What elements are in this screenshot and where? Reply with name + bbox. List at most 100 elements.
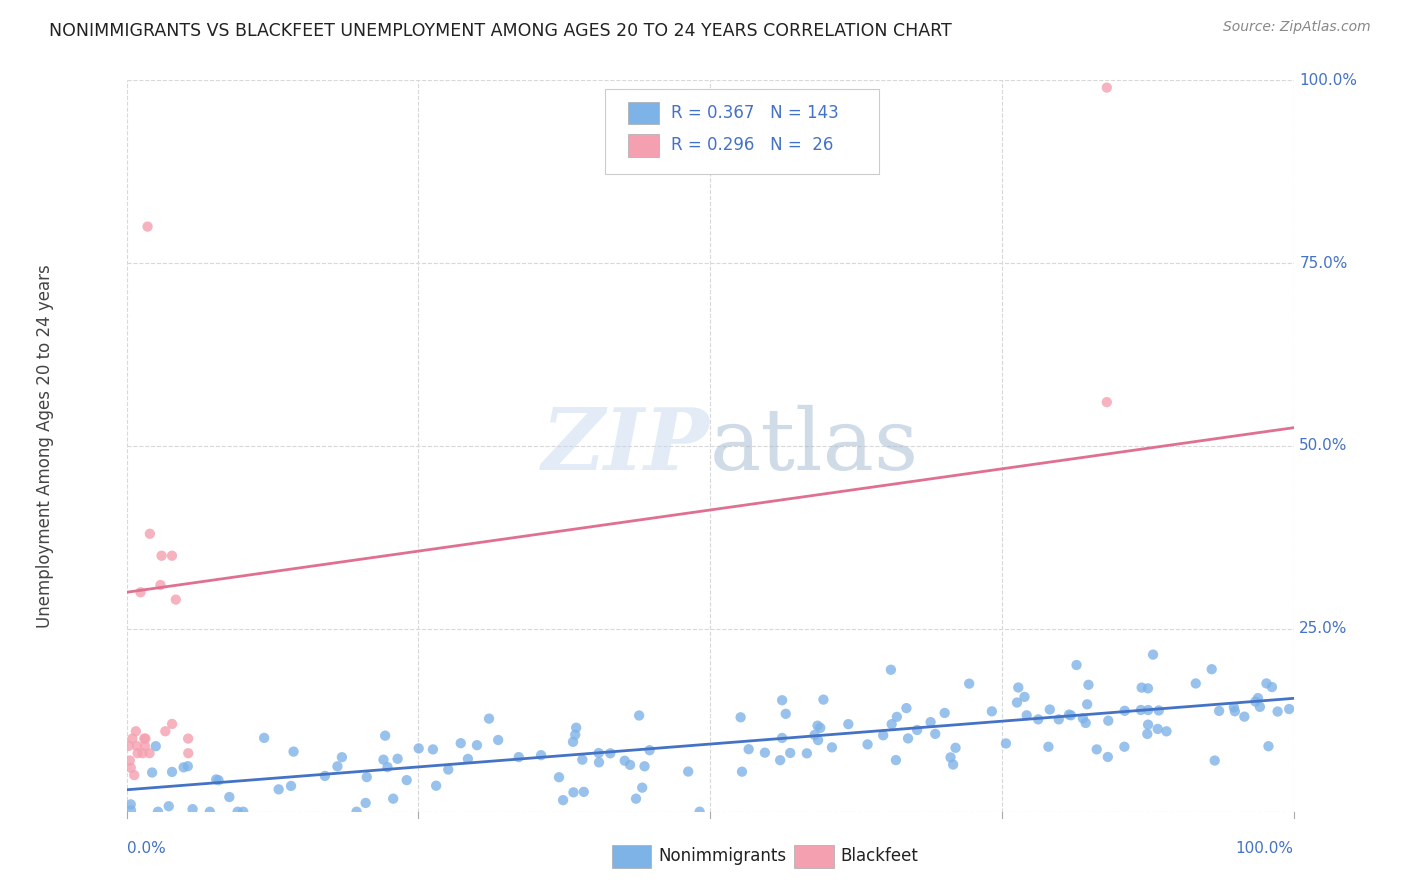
Point — [1147, 704, 1170, 718]
Text: Source: ZipAtlas.com: Source: ZipAtlas.com — [1223, 20, 1371, 34]
Point — [356, 770, 378, 784]
Point — [127, 746, 149, 760]
Point — [1136, 727, 1159, 741]
Point — [872, 728, 894, 742]
Text: R = 0.367   N = 143: R = 0.367 N = 143 — [671, 104, 838, 122]
Point — [150, 549, 173, 563]
Point — [131, 746, 153, 760]
Point — [806, 719, 828, 733]
Point — [134, 731, 156, 746]
Point — [1249, 699, 1271, 714]
Point — [1077, 678, 1099, 692]
Point — [1257, 739, 1279, 754]
Point — [1137, 717, 1160, 731]
Point — [1247, 691, 1270, 706]
Point — [218, 790, 240, 805]
Point — [1223, 704, 1246, 718]
Point — [564, 728, 586, 742]
Point — [267, 782, 290, 797]
Point — [160, 549, 183, 563]
Point — [377, 760, 399, 774]
Point — [994, 736, 1017, 750]
Point — [160, 764, 183, 779]
Point — [1201, 662, 1223, 676]
Point — [821, 740, 844, 755]
Point — [1156, 724, 1178, 739]
Text: NONIMMIGRANTS VS BLACKFEET UNEMPLOYMENT AMONG AGES 20 TO 24 YEARS CORRELATION CH: NONIMMIGRANTS VS BLACKFEET UNEMPLOYMENT … — [49, 22, 952, 40]
Point — [856, 738, 879, 752]
Point — [165, 592, 187, 607]
Point — [896, 701, 918, 715]
Point — [177, 731, 200, 746]
Point — [177, 759, 200, 773]
Point — [565, 721, 588, 735]
Point — [486, 733, 509, 747]
Point — [330, 750, 353, 764]
Point — [1208, 704, 1230, 718]
Point — [1223, 700, 1246, 714]
Point — [125, 739, 148, 753]
Point — [160, 717, 183, 731]
Point — [957, 676, 980, 690]
Point — [141, 765, 163, 780]
Point — [813, 692, 835, 706]
Point — [280, 779, 302, 793]
Point — [796, 747, 818, 761]
Point — [1071, 711, 1094, 725]
Point — [181, 802, 204, 816]
Point — [478, 712, 501, 726]
Point — [1007, 681, 1029, 695]
Point — [1076, 698, 1098, 712]
Point — [157, 799, 180, 814]
Point — [924, 727, 946, 741]
Point — [1015, 708, 1038, 723]
Point — [1095, 395, 1118, 409]
Point — [1256, 676, 1278, 690]
Point — [1146, 722, 1168, 736]
Text: 50.0%: 50.0% — [1299, 439, 1348, 453]
Point — [425, 779, 447, 793]
Point — [408, 741, 430, 756]
Point — [120, 797, 142, 812]
Point — [207, 773, 229, 788]
Point — [1039, 702, 1062, 716]
Point — [173, 760, 195, 774]
Point — [631, 780, 654, 795]
Point — [571, 753, 593, 767]
Point — [897, 731, 920, 746]
Point — [905, 723, 928, 737]
Point — [1114, 704, 1136, 718]
Point — [1057, 707, 1080, 722]
Point — [770, 731, 793, 745]
Text: 25.0%: 25.0% — [1299, 622, 1348, 636]
Point — [118, 739, 141, 753]
Point — [1137, 703, 1160, 717]
Point — [886, 710, 908, 724]
Point — [121, 731, 143, 746]
Point — [120, 761, 142, 775]
Point — [314, 769, 336, 783]
Point — [572, 785, 595, 799]
Point — [1047, 712, 1070, 726]
Text: 75.0%: 75.0% — [1299, 256, 1348, 270]
Point — [134, 731, 156, 746]
Point — [450, 736, 472, 750]
Point — [395, 773, 418, 788]
Point — [1130, 681, 1153, 695]
Point — [599, 747, 621, 761]
Point — [1095, 80, 1118, 95]
Point — [730, 710, 752, 724]
Point — [807, 733, 830, 747]
Point — [737, 742, 759, 756]
Point — [1184, 676, 1206, 690]
Point — [508, 750, 530, 764]
Point — [1129, 703, 1152, 717]
Point — [588, 746, 610, 760]
Point — [1066, 658, 1088, 673]
Point — [145, 739, 167, 754]
Point — [437, 763, 460, 777]
Point — [465, 738, 488, 752]
Point — [125, 724, 148, 739]
Point — [149, 578, 172, 592]
Point — [205, 772, 228, 787]
